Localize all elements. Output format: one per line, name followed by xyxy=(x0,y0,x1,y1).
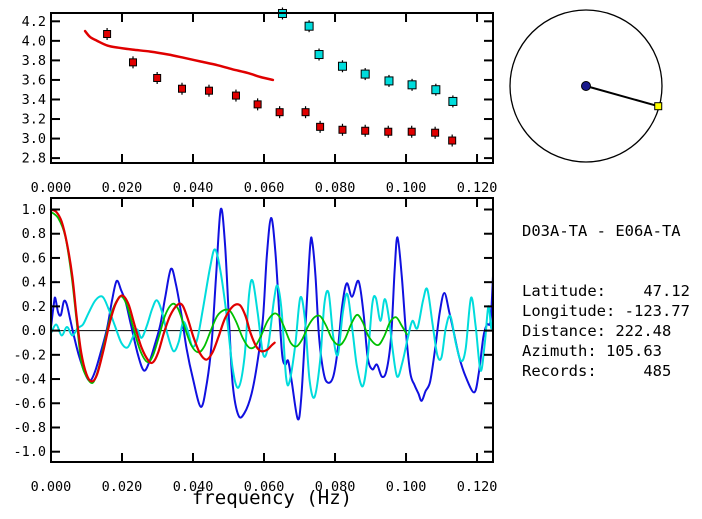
picked-velocity-cyan-squares xyxy=(277,7,458,108)
azimuth-circle xyxy=(509,9,663,163)
x-tick-label: 0.120 xyxy=(457,479,498,495)
x-tick-label: 0.040 xyxy=(173,180,214,196)
y-tick-label: -1.0 xyxy=(13,444,46,460)
x-tick-label: 0.060 xyxy=(244,180,285,196)
station-info-panel: D03A-TA - E06A-TA Latitude: 47.12 Longitu… xyxy=(522,181,690,380)
dispersion-pick-marker[interactable] xyxy=(384,127,393,136)
dispersion-pick-marker[interactable] xyxy=(314,50,324,60)
y-tick-label: 0.4 xyxy=(22,275,46,291)
x-axis-label: frequency (Hz) xyxy=(192,487,352,509)
y-tick-label: 0.0 xyxy=(22,323,46,339)
x-tick-label: 0.000 xyxy=(31,479,72,495)
x-tick-label: 0.040 xyxy=(173,479,214,495)
dispersion-pick-marker[interactable] xyxy=(129,58,138,67)
dispersion-pick-marker[interactable] xyxy=(275,108,284,117)
dispersion-pick-marker[interactable] xyxy=(407,80,417,90)
dispersion-pick-marker[interactable] xyxy=(431,85,441,95)
center-station-dot xyxy=(581,81,591,91)
y-tick-label: 3.8 xyxy=(22,53,46,69)
info-line: Distance: 222.48 xyxy=(522,322,672,340)
y-tick-label: -0.8 xyxy=(13,420,46,436)
dispersion-pick-marker[interactable] xyxy=(448,96,458,106)
azimuth-line xyxy=(585,85,659,108)
y-tick-label: 0.8 xyxy=(22,226,46,242)
y-tick-label: 3.4 xyxy=(22,92,46,108)
observed-spectrum-cyan xyxy=(50,248,494,399)
dispersion-pick-marker[interactable] xyxy=(304,21,314,31)
x-tick-label: 0.020 xyxy=(102,180,143,196)
info-line: Records: 485 xyxy=(522,362,672,380)
dispersion-pick-marker[interactable] xyxy=(337,61,347,71)
dispersion-pick-marker[interactable] xyxy=(316,122,325,131)
plot-frame xyxy=(50,12,494,164)
dispersion-pick-marker[interactable] xyxy=(231,91,240,100)
dispersion-pick-marker[interactable] xyxy=(338,125,347,134)
reference-dispersion-curve xyxy=(83,29,275,82)
x-tick-label: 0.060 xyxy=(244,479,285,495)
y-tick-label: 0.2 xyxy=(22,299,46,315)
dispersion-pick-marker[interactable] xyxy=(204,86,213,95)
info-line: Azimuth: 105.63 xyxy=(522,342,662,360)
x-tick-label: 0.080 xyxy=(315,180,356,196)
y-tick-label: 3.0 xyxy=(22,131,46,147)
info-line: Longitude: -123.77 xyxy=(522,302,690,320)
info-line: Latitude: 47.12 xyxy=(522,282,690,300)
observed-spectrum-blue xyxy=(50,207,494,421)
y-tick-label: 3.6 xyxy=(22,72,46,88)
dispersion-pick-marker[interactable] xyxy=(253,100,262,109)
y-tick-label: 4.2 xyxy=(22,14,46,30)
y-tick-label: 2.8 xyxy=(22,151,46,167)
x-tick-label: 0.100 xyxy=(386,180,427,196)
spectrum-waveform-plot[interactable]: 0.000 0.020 0.040 0.060 0.080 0.100 0.120 -1.0 -… xyxy=(13,197,498,509)
y-tick-label: 3.2 xyxy=(22,112,46,128)
station-info-lines: Latitude: 47.12 Longitude: -123.77 Distanc… xyxy=(522,281,690,380)
y-tick-label: 4.0 xyxy=(22,33,46,49)
y-tick-label: 0.6 xyxy=(22,250,46,266)
dispersion-pick-marker[interactable] xyxy=(361,126,370,135)
dispersion-pick-marker[interactable] xyxy=(360,69,370,79)
x-tick-label: 0.120 xyxy=(457,180,498,196)
y-tick-label: 1.0 xyxy=(22,202,46,218)
dispersion-pick-marker[interactable] xyxy=(178,84,187,93)
y-tick-label: -0.2 xyxy=(13,347,46,363)
dispersion-pick-marker[interactable] xyxy=(384,76,394,86)
y-tick-label: -0.4 xyxy=(13,372,46,388)
azimuth-circle-panel[interactable] xyxy=(509,9,663,163)
dispersion-pick-marker[interactable] xyxy=(301,108,310,117)
x-tick-label: 0.100 xyxy=(386,479,427,495)
dispersion-pick-marker[interactable] xyxy=(103,30,112,39)
dispersion-pick-marker[interactable] xyxy=(431,128,440,137)
x-tick-label: 0.080 xyxy=(315,479,356,495)
y-tick-label: -0.6 xyxy=(13,396,46,412)
dispersion-pick-marker[interactable] xyxy=(153,73,162,82)
dispersion-pick-marker[interactable] xyxy=(448,136,457,145)
model-spectrum-red xyxy=(49,208,276,383)
dispersion-pick-marker[interactable] xyxy=(407,127,416,136)
x-tick-label: 0.000 xyxy=(31,180,72,196)
station-pair-label: D03A-TA - E06A-TA xyxy=(522,222,681,240)
pair-station-marker xyxy=(654,102,663,111)
x-tick-label: 0.020 xyxy=(102,479,143,495)
dispersion-plot[interactable]: 0.000 0.020 0.040 0.060 0.080 0.100 0.120 2.8 3.… xyxy=(22,7,498,196)
picked-velocity-red-squares xyxy=(103,28,457,147)
